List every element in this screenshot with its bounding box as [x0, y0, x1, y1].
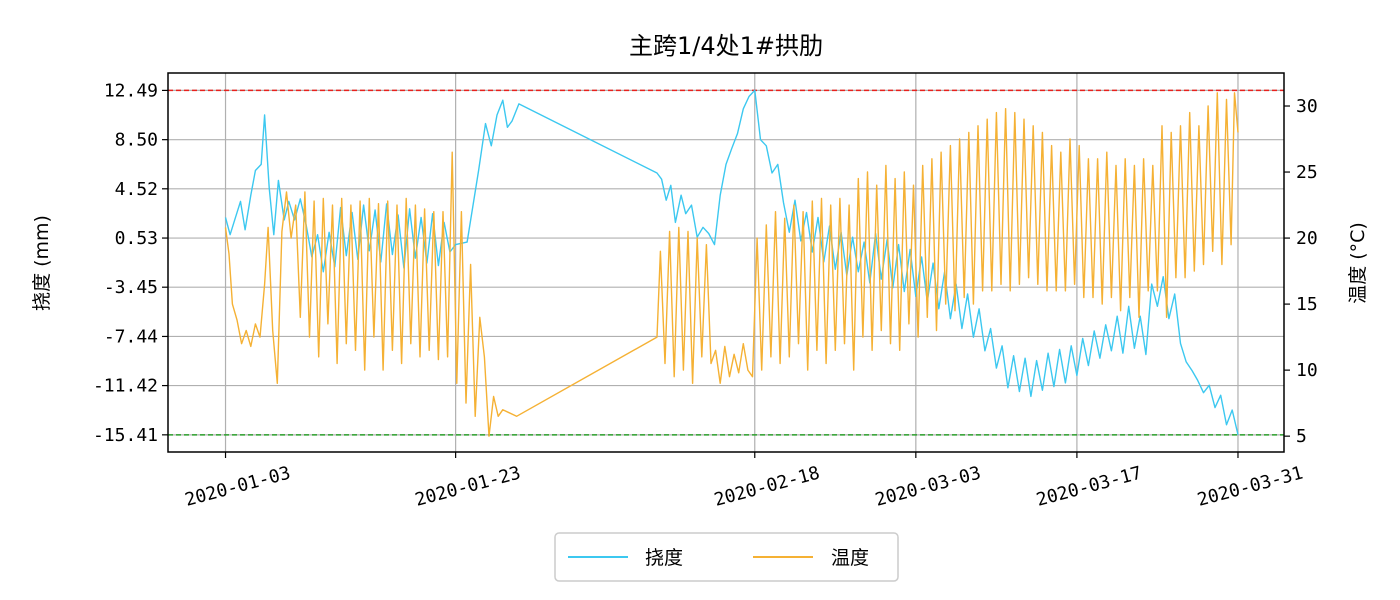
chart-title: 主跨1/4处1#拱肋	[629, 32, 823, 60]
plot-frame	[167, 72, 1285, 453]
x-axis: 2020-01-03 2020-01-23 2020-02-18 2020-03-03…	[183, 452, 1305, 511]
x-tick-label: 2020-03-31	[1195, 463, 1305, 511]
y-right-tick-label: 15	[1296, 294, 1318, 315]
y-axis-left: 12.49 8.50 4.52 0.53 -3.45 -7.44 -11.42 -15.41	[93, 80, 168, 446]
legend-label-deflection: 挠度	[645, 547, 683, 569]
y-right-tick-label: 25	[1296, 162, 1318, 183]
y-axis-right: 5 10 15 20 25 30	[1284, 96, 1318, 447]
y-right-tick-label: 10	[1296, 360, 1318, 381]
x-tick-label: 2020-03-03	[873, 463, 983, 511]
y-axis-right-title: 温度 (°C)	[1347, 222, 1369, 304]
legend: 挠度 温度	[554, 532, 899, 582]
series-line-temperature	[224, 92, 1239, 437]
y-left-tick-label: -3.45	[104, 277, 158, 298]
x-tick-label: 2020-02-18	[712, 463, 822, 511]
y-left-tick-label: -11.42	[93, 376, 158, 397]
legend-box	[554, 532, 899, 582]
y-right-tick-label: 30	[1296, 96, 1318, 117]
y-axis-left-title: 挠度 (mm)	[31, 215, 53, 311]
x-tick-label: 2020-01-23	[413, 463, 523, 511]
series-layer	[224, 89, 1239, 437]
y-left-tick-label: -7.44	[104, 326, 158, 347]
reference-lines	[168, 89, 1284, 436]
x-tick-label: 2020-03-17	[1034, 463, 1144, 511]
y-left-tick-label: 0.53	[115, 228, 158, 249]
y-left-tick-label: -15.41	[93, 425, 158, 446]
y-left-tick-label: 8.50	[115, 130, 158, 151]
y-left-tick-label: 12.49	[104, 80, 158, 101]
legend-label-temperature: 温度	[831, 547, 869, 569]
y-right-tick-label: 20	[1296, 228, 1318, 249]
series-line-deflection	[224, 89, 1239, 435]
y-right-tick-label: 5	[1296, 426, 1307, 447]
y-left-tick-label: 4.52	[115, 179, 158, 200]
x-tick-label: 2020-01-03	[183, 463, 293, 511]
